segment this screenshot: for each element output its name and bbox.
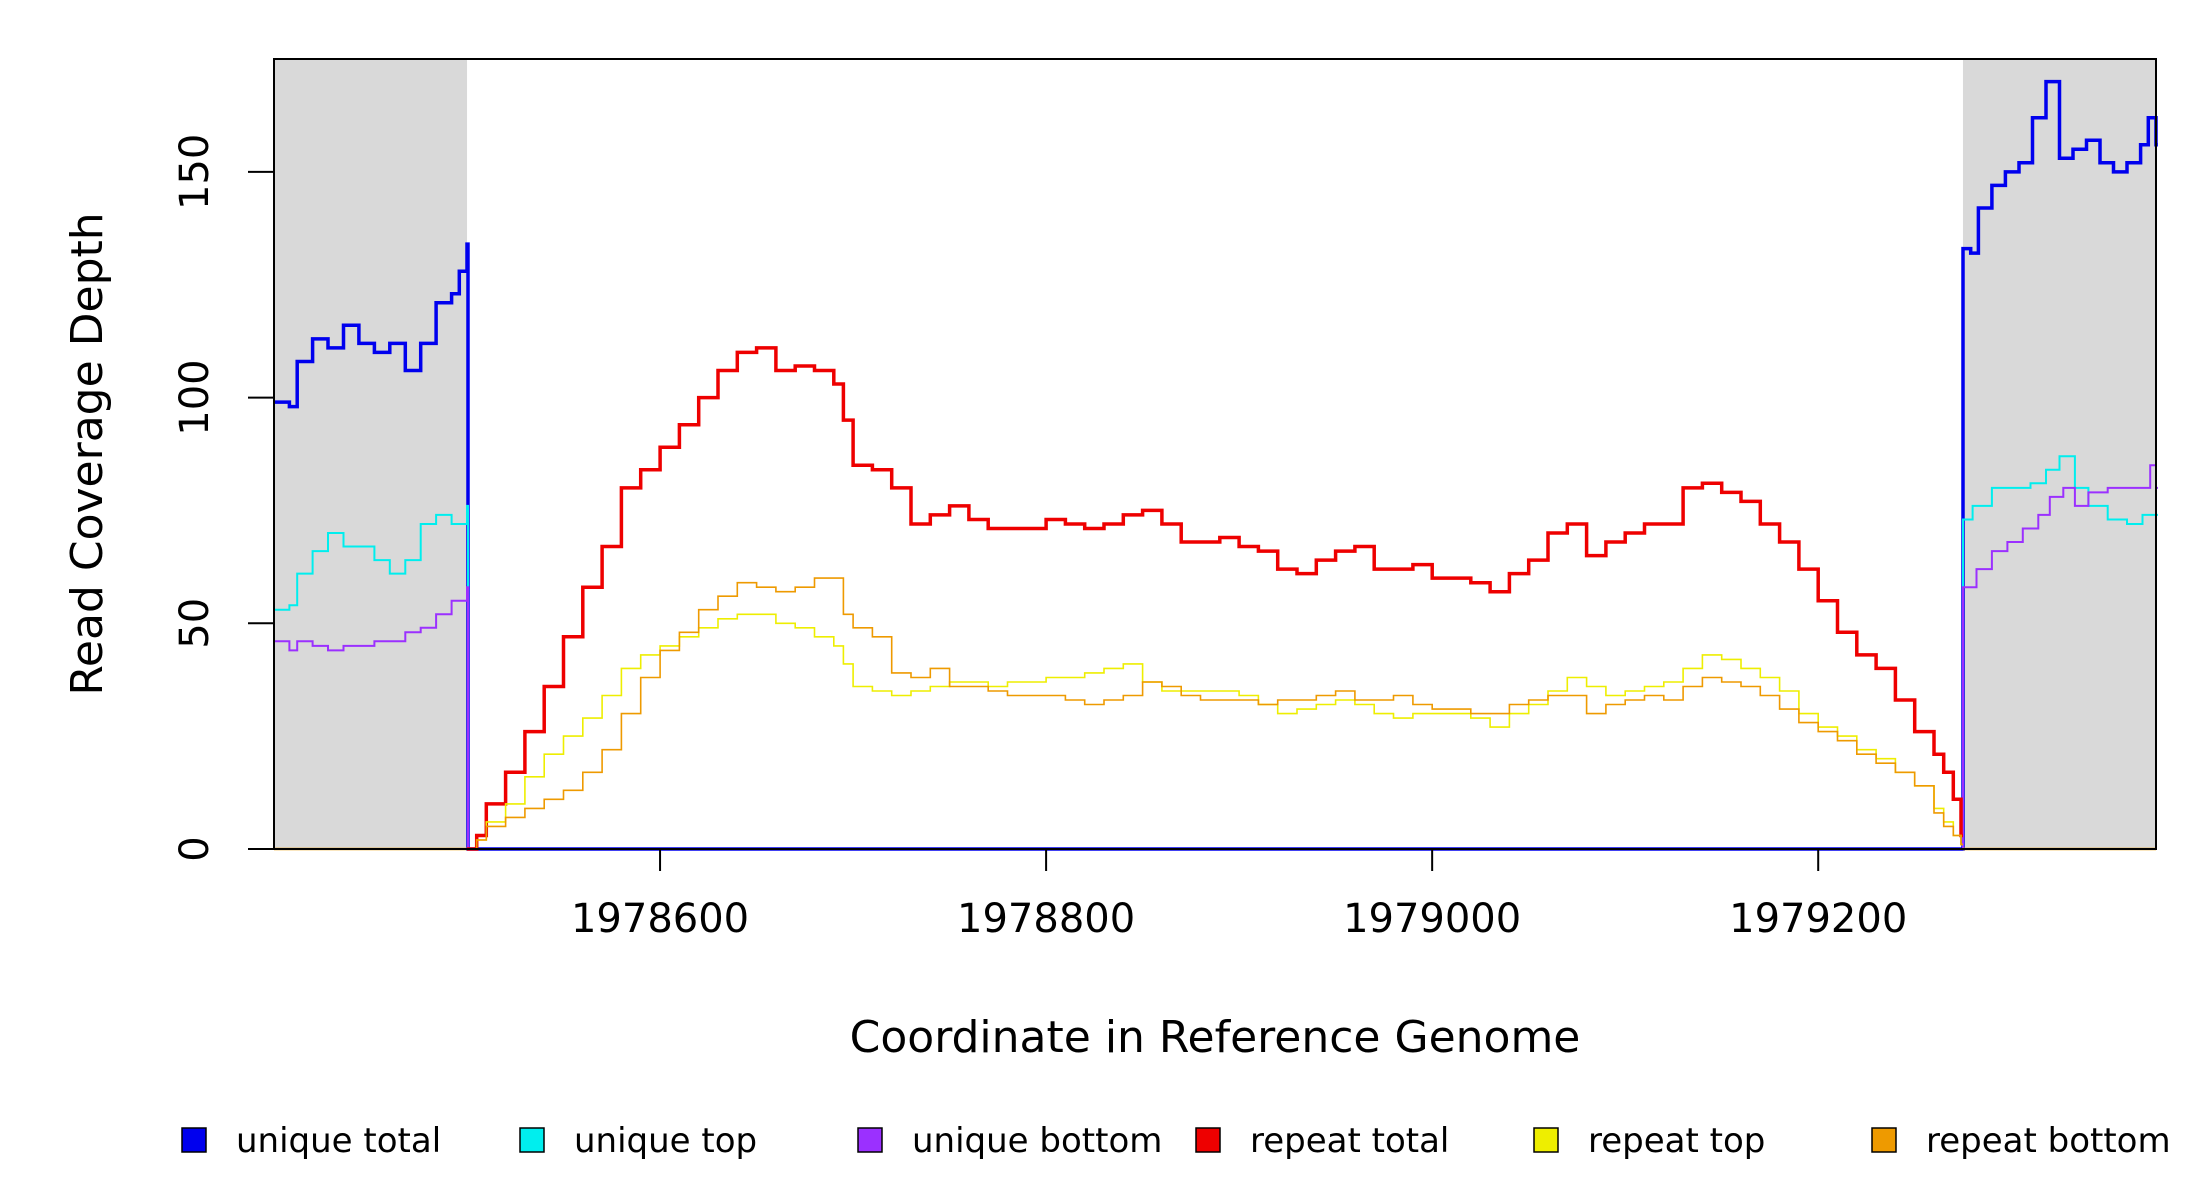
y-axis-title: Read Coverage Depth xyxy=(62,212,113,695)
shaded-region-2 xyxy=(1962,59,2156,849)
shaded-region-1 xyxy=(274,59,468,849)
legend-swatch-repeat-top xyxy=(1533,1127,1559,1153)
series-line-unique-top xyxy=(274,455,2158,850)
y-tick-label-50: 50 xyxy=(172,598,218,649)
legend-swatch-unique-total xyxy=(181,1127,207,1153)
y-axis: 0 50 100 150 xyxy=(172,134,274,862)
legend-label-repeat-total: repeat total xyxy=(1250,1121,1449,1161)
y-tick-label-150: 150 xyxy=(172,134,218,210)
x-tick-label-1978600: 1978600 xyxy=(571,896,749,942)
legend-label-repeat-top: repeat top xyxy=(1588,1121,1765,1161)
legend: unique total unique top unique bottom repea… xyxy=(181,1121,2171,1161)
y-tick-label-100: 100 xyxy=(172,359,218,435)
series-line-repeat-total xyxy=(467,346,1963,851)
legend-label-unique-top: unique top xyxy=(574,1121,757,1161)
shaded-regions xyxy=(274,59,2156,849)
x-tick-label-1979200: 1979200 xyxy=(1729,896,1907,942)
series-lines xyxy=(274,79,2158,851)
plot-frame xyxy=(273,58,2157,850)
series-line-repeat-bottom xyxy=(467,577,1963,850)
series-line-unique-total xyxy=(274,79,2158,851)
legend-label-repeat-bottom: repeat bottom xyxy=(1926,1121,2171,1161)
legend-label-unique-total: unique total xyxy=(236,1121,441,1161)
legend-swatch-repeat-total xyxy=(1195,1127,1221,1153)
legend-swatch-unique-top xyxy=(519,1127,545,1153)
series-line-repeat-top xyxy=(467,613,1963,850)
legend-swatch-repeat-bottom xyxy=(1871,1127,1897,1153)
y-tick-label-0: 0 xyxy=(172,836,218,861)
legend-label-unique-bottom: unique bottom xyxy=(912,1121,1162,1161)
x-tick-label-1978800: 1978800 xyxy=(957,896,1135,942)
legend-swatch-unique-bottom xyxy=(857,1127,883,1153)
x-axis: 1978600 1978800 1979000 1979200 xyxy=(571,849,1907,942)
x-axis-title: Coordinate in Reference Genome xyxy=(850,1012,1581,1063)
x-tick-label-1979000: 1979000 xyxy=(1343,896,1521,942)
